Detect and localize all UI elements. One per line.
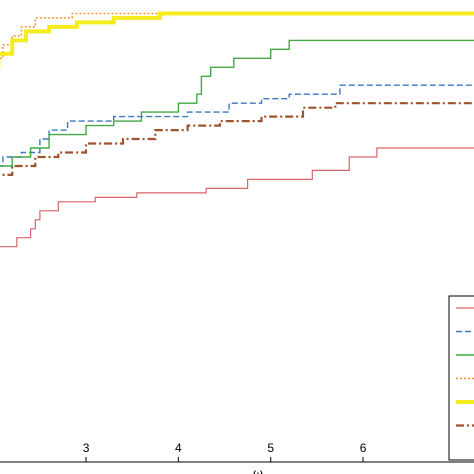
x-axis-label: ω <box>253 466 263 474</box>
series-line-2 <box>0 84 474 167</box>
series-line-1 <box>0 147 474 248</box>
legend-swatches <box>456 307 474 427</box>
series-layer <box>0 11 474 248</box>
x-tick-label: 3 <box>83 441 90 455</box>
x-axis-ticks: 23456 <box>83 441 367 462</box>
series-line-4 <box>0 12 474 60</box>
x-tick-label: 6 <box>360 441 367 455</box>
x-tick-label: 5 <box>267 441 274 455</box>
series-line-3 <box>0 39 474 167</box>
series-line-6 <box>0 102 474 176</box>
legend <box>448 295 474 461</box>
series-line-5 <box>0 11 474 70</box>
x-tick-label: 4 <box>175 441 182 455</box>
